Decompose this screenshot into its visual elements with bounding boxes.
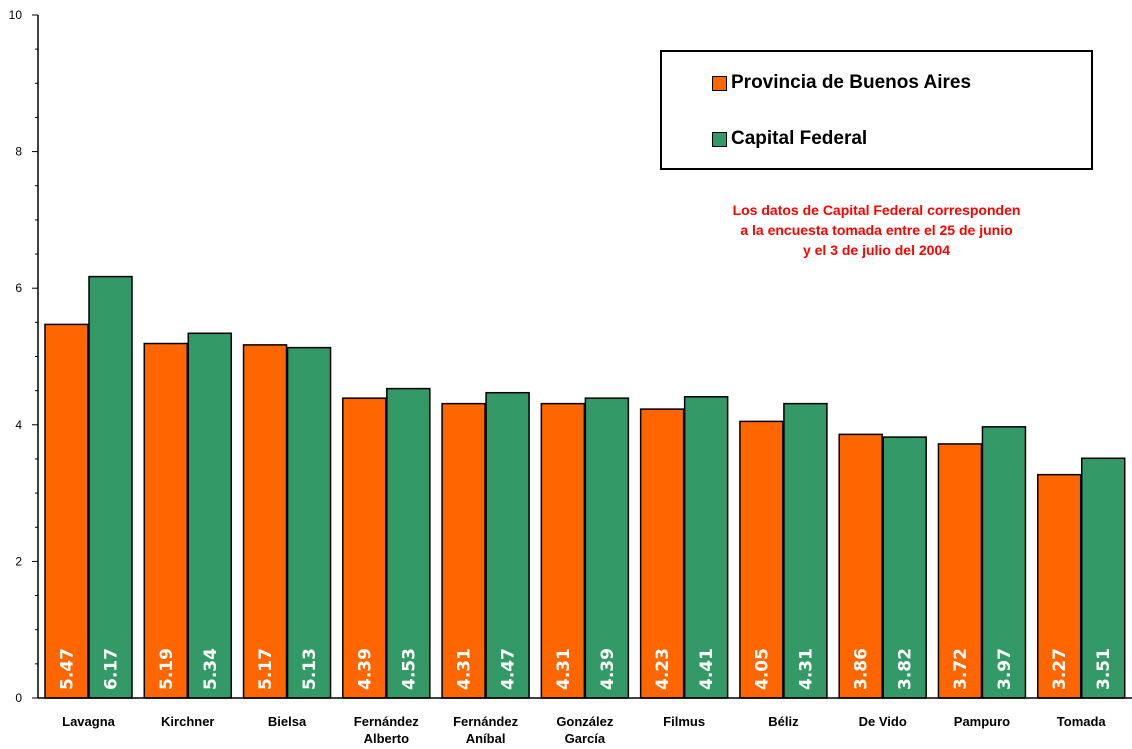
data-label: 3.51	[1094, 648, 1114, 690]
data-label: 3.82	[896, 648, 916, 690]
note-line: y el 3 de julio del 2004	[802, 242, 951, 258]
axes-group: Lavagna Kirchner Bielsa Fernández Alberto Fer…	[9, 8, 1132, 746]
data-label: 3.97	[995, 648, 1015, 690]
x-tick-label: Kirchner	[161, 714, 214, 729]
bars-group: 5.47 6.17 5.19 5.34 5.17 5.13 4.39 4.53 4.31 4.47…	[44, 275, 1126, 699]
bar	[639, 408, 685, 699]
y-tick-label: 4	[15, 418, 22, 432]
legend-swatch-orange	[712, 75, 727, 91]
bar	[485, 391, 530, 699]
data-label: 4.31	[796, 648, 816, 690]
data-label: 5.13	[300, 648, 320, 690]
x-tick-label: Bielsa	[268, 714, 307, 729]
x-tick-label: Tomada	[1057, 714, 1107, 729]
bar	[88, 275, 133, 699]
x-tick-label: García	[565, 731, 606, 746]
x-tick-label: Béliz	[768, 714, 799, 729]
bar	[937, 443, 983, 699]
bar	[187, 332, 233, 699]
x-tick-label: Aníbal	[466, 731, 506, 746]
bar	[981, 426, 1027, 699]
bar	[143, 342, 189, 699]
y-tick-label: 6	[15, 281, 22, 295]
data-label: 4.23	[653, 648, 673, 690]
data-label: 4.53	[399, 648, 419, 690]
bar	[838, 433, 883, 699]
chart-note: Los datos de Capital Federal corresponde…	[660, 200, 1093, 260]
legend-label: Provincia de Buenos Aires	[731, 72, 972, 93]
legend-item-capital: Capital Federal	[712, 128, 867, 150]
x-tick-label: Fernández	[453, 714, 519, 729]
bar	[386, 387, 431, 699]
bar	[342, 397, 387, 699]
data-label: 4.47	[499, 648, 519, 690]
note-line: Los datos de Capital Federal corresponde…	[732, 202, 1021, 218]
y-tick-label: 2	[15, 554, 22, 568]
bar	[882, 436, 927, 699]
bar	[286, 346, 332, 699]
x-tick-label: Filmus	[663, 714, 705, 729]
bar	[783, 402, 828, 699]
legend-swatch-green	[712, 131, 727, 147]
data-label: 4.31	[554, 648, 574, 690]
legend-item-provincia: Provincia de Buenos Aires	[712, 72, 971, 94]
bar	[1036, 473, 1082, 699]
data-label: 4.31	[455, 648, 475, 690]
note-line: a la encuesta tomada entre el 25 de juni…	[740, 222, 1013, 238]
data-label: 4.05	[752, 648, 772, 690]
y-tick-label: 0	[15, 691, 22, 705]
data-label: 4.39	[598, 648, 618, 690]
data-label: 5.34	[201, 648, 221, 690]
data-label: 5.47	[58, 648, 78, 690]
bar	[1080, 457, 1126, 699]
bar	[44, 323, 89, 699]
data-label: 6.17	[102, 648, 122, 690]
x-tick-label: González	[556, 714, 614, 729]
legend-label: Capital Federal	[731, 128, 868, 149]
data-label: 4.39	[355, 648, 375, 690]
legend: Provincia de Buenos Aires Capital Federa…	[660, 50, 1093, 170]
bar	[739, 420, 784, 699]
x-tick-label: Fernández	[354, 714, 420, 729]
y-tick-label: 8	[15, 145, 22, 159]
data-label: 3.86	[852, 648, 872, 690]
bar	[683, 396, 729, 699]
data-label: 4.41	[697, 648, 717, 690]
x-tick-label: De Vido	[859, 714, 907, 729]
data-label: 5.19	[157, 648, 177, 690]
data-label: 3.27	[1050, 648, 1070, 690]
y-tick-label: 10	[9, 8, 23, 22]
bar	[242, 344, 288, 699]
x-tick-label: Alberto	[364, 731, 410, 746]
data-label: 3.72	[951, 648, 971, 690]
x-tick-label: Lavagna	[62, 714, 116, 729]
data-label: 5.17	[256, 648, 276, 690]
x-tick-label: Pampuro	[954, 714, 1010, 729]
